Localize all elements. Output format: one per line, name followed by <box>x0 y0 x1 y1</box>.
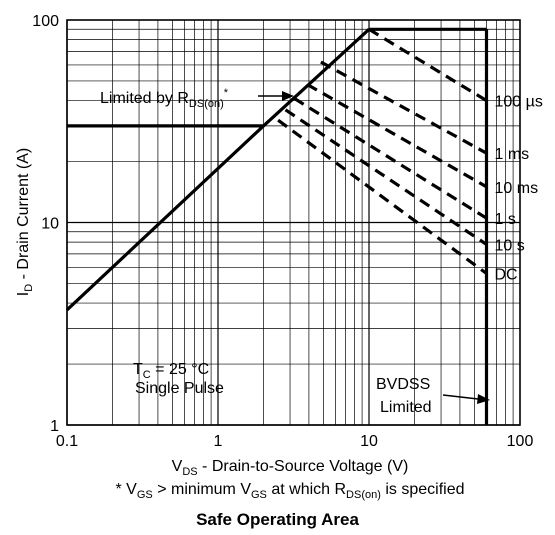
plot-frame <box>66 19 521 426</box>
y-tick-label: 100 <box>32 13 59 30</box>
x-tick-label: 0.1 <box>56 433 78 450</box>
bvdss-label: BVDSS <box>376 376 430 393</box>
x-tick-label: 100 <box>507 433 534 450</box>
series-labels: 100 µs 1 ms 10 ms 1 s 10 s DC <box>495 94 543 284</box>
series-label: DC <box>495 266 518 283</box>
chart-title: Safe Operating Area <box>196 510 359 529</box>
y-tick-label: 10 <box>41 216 59 233</box>
bvdss-arrowhead <box>477 394 490 404</box>
limit-curves <box>65 27 489 425</box>
y-axis-label: ID - Drain Current (A) <box>15 148 35 296</box>
rds-label-text: Limited by R <box>100 90 189 107</box>
x-tick-label: 10 <box>360 433 378 450</box>
series-label: 1 ms <box>495 146 530 163</box>
rds-label-star: * <box>224 87 229 99</box>
bvdss-arrow-line <box>442 394 479 400</box>
series-line-1-ms <box>320 60 488 155</box>
series-line-1-s <box>293 97 488 220</box>
series-label: 100 µs <box>495 94 543 111</box>
bvdss-annotation: BVDSS Limited <box>376 376 490 416</box>
rds-limit-annotation: Limited by RDS(on)* <box>100 87 294 110</box>
footnote: * VGS > minimum VGS at which RDS(on) is … <box>116 481 465 501</box>
series-line-dc <box>277 118 488 275</box>
series-label: 10 ms <box>495 180 539 197</box>
series-label: 10 s <box>495 237 525 254</box>
series-line-100--s <box>368 27 488 102</box>
tc-label: TC = 25 °C <box>133 361 209 381</box>
bvdss-limited-label: Limited <box>380 399 432 416</box>
condition-annotation: TC = 25 °C Single Pulse <box>133 361 224 397</box>
y-tick-label: 1 <box>50 418 59 435</box>
single-pulse-label: Single Pulse <box>135 380 224 397</box>
rds-label-sub: DS(on) <box>189 98 224 110</box>
svg-text:Limited by RDS(on)*: Limited by RDS(on)* <box>100 87 229 110</box>
x-axis-label: VDS - Drain-to-Source Voltage (V) <box>172 458 409 478</box>
series-line-10-ms <box>306 83 488 189</box>
x-tick-label: 1 <box>214 433 223 450</box>
rds-arrowhead <box>282 91 294 101</box>
series-line-10-s <box>284 108 488 246</box>
series-label: 1 s <box>495 211 516 228</box>
